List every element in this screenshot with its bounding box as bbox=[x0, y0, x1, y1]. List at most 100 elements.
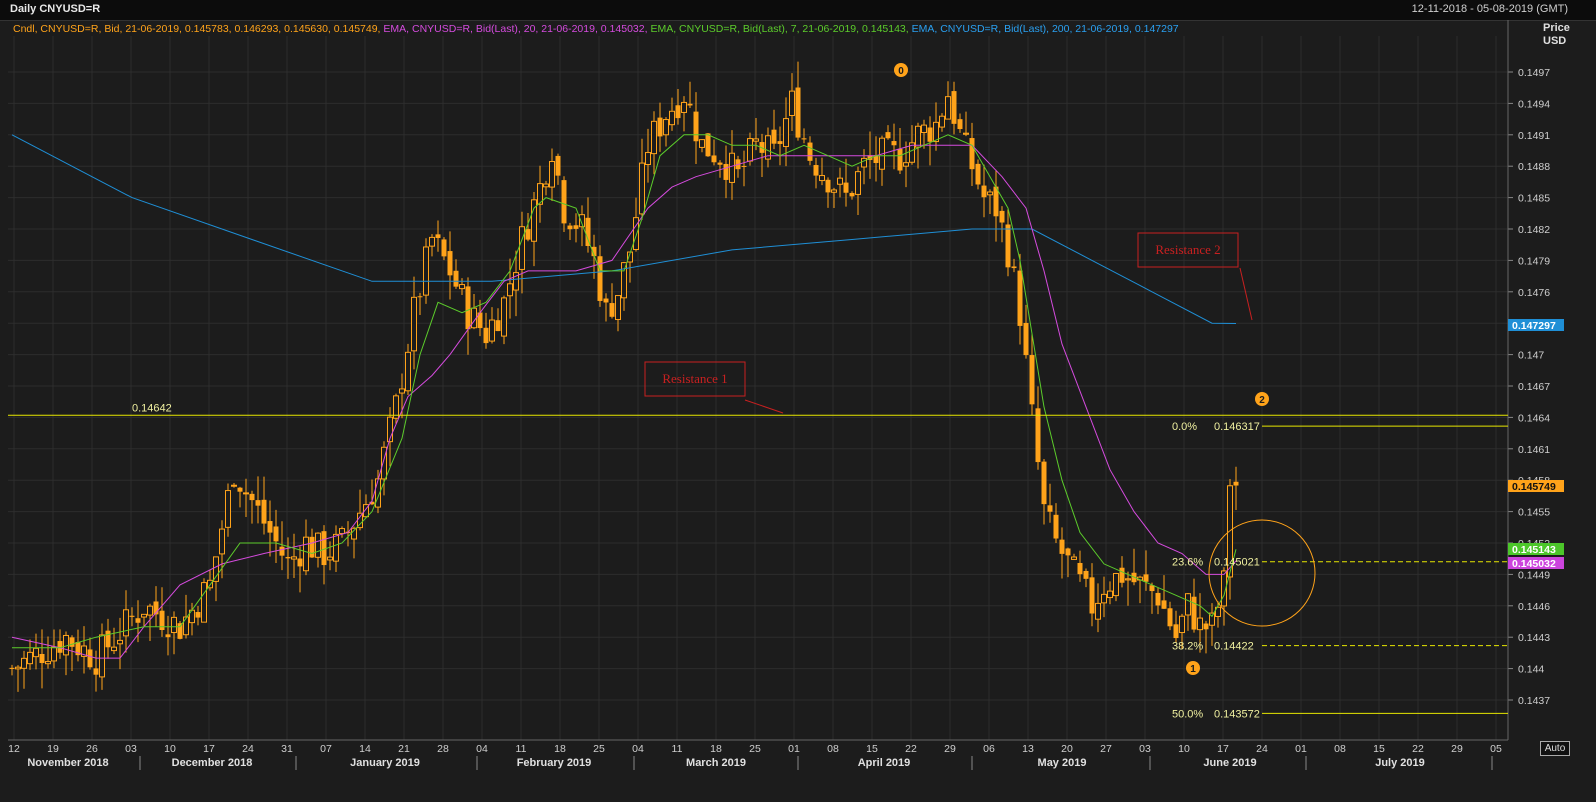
candle-body-down bbox=[1203, 623, 1209, 630]
candle-body-down bbox=[93, 668, 99, 675]
candle-body-down bbox=[369, 501, 375, 505]
candle-body-down bbox=[57, 641, 63, 653]
candle-body-down bbox=[807, 142, 813, 161]
x-tick-label: 04 bbox=[632, 743, 644, 755]
candle-body-down bbox=[255, 500, 261, 506]
candle-body-down bbox=[267, 521, 273, 533]
candle-body-up bbox=[663, 119, 669, 136]
wave-marker-label: 0 bbox=[898, 66, 904, 77]
fib-level-percent: 38.2% bbox=[1172, 641, 1203, 653]
candle-body-down bbox=[1143, 574, 1149, 582]
candle-body-up bbox=[327, 556, 333, 561]
x-tick-label: 13 bbox=[1022, 743, 1034, 755]
fib-levels: 0.14642 0.0% 0.146317 23.6% 0.145021 38.2% 0.1… bbox=[8, 402, 1508, 720]
candle-body-up bbox=[303, 536, 309, 572]
candle-body-up bbox=[537, 183, 543, 205]
candle-body-up bbox=[423, 246, 429, 296]
y-tick-label: 0.1488 bbox=[1518, 161, 1550, 173]
x-tick-label: 15 bbox=[1373, 743, 1385, 755]
month-label: May 2019 bbox=[1038, 757, 1087, 769]
price-tag bbox=[1508, 319, 1564, 331]
x-tick-label: 18 bbox=[554, 743, 566, 755]
x-tick-label: 06 bbox=[983, 743, 995, 755]
candle-body-down bbox=[1065, 548, 1071, 556]
candle-body-up bbox=[231, 484, 237, 487]
candle-body-up bbox=[939, 115, 945, 128]
x-tick-label: 11 bbox=[672, 743, 683, 755]
candle-body-down bbox=[159, 610, 165, 631]
price-tag-label: 0.145749 bbox=[1512, 481, 1556, 493]
month-label: January 2019 bbox=[350, 757, 420, 769]
y-tick-label: 0.1455 bbox=[1518, 507, 1550, 519]
x-tick-label: 22 bbox=[1412, 743, 1424, 755]
candle-body-down bbox=[981, 185, 987, 198]
candle-body-down bbox=[873, 155, 879, 164]
fib-level-price: 0.145021 bbox=[1214, 557, 1260, 569]
candle-body-up bbox=[513, 272, 519, 291]
month-label: June 2019 bbox=[1203, 757, 1256, 769]
candle-body-down bbox=[465, 286, 471, 330]
candle-body-up bbox=[99, 634, 105, 678]
candle-body-up bbox=[1215, 606, 1221, 617]
candle-body-down bbox=[1017, 270, 1023, 326]
candle-body-down bbox=[705, 133, 711, 157]
candle-body-down bbox=[249, 493, 255, 501]
candle-body-up bbox=[921, 124, 927, 134]
candle-body-up bbox=[363, 504, 369, 518]
candle-body-up bbox=[639, 162, 645, 215]
chart-title: Daily CNYUSD=R bbox=[10, 3, 101, 15]
x-tick-label: 03 bbox=[1139, 743, 1151, 755]
candle-body-down bbox=[105, 630, 111, 648]
candle-body-up bbox=[1221, 570, 1227, 607]
ema20-line bbox=[11, 144, 1237, 659]
candle-body-down bbox=[39, 653, 45, 664]
candle-body-up bbox=[141, 613, 147, 618]
x-tick-label: 17 bbox=[1217, 743, 1229, 755]
y-tick-label: 0.1485 bbox=[1518, 193, 1550, 205]
fib-level-price: 0.146317 bbox=[1214, 421, 1260, 433]
candle-body-down bbox=[1155, 592, 1161, 606]
x-tick-label: 24 bbox=[242, 743, 254, 755]
candle-body-up bbox=[753, 138, 759, 142]
candle-body-down bbox=[795, 87, 801, 138]
month-label: July 2019 bbox=[1375, 757, 1425, 769]
candle-body-up bbox=[669, 110, 675, 126]
chart-header: Daily CNYUSD=R 12-11-2018 - 05-08-2019 (… bbox=[0, 0, 1596, 21]
y-tick-label: 0.147 bbox=[1518, 350, 1544, 362]
candle-body-up bbox=[783, 118, 789, 148]
x-tick-label: 03 bbox=[125, 743, 137, 755]
candle-body-down bbox=[177, 623, 183, 639]
x-tick-label: 10 bbox=[1178, 743, 1190, 755]
candle-body-down bbox=[993, 186, 999, 217]
candle-body-down bbox=[957, 119, 963, 130]
resistance-1-label: Resistance 1 bbox=[662, 371, 727, 386]
x-tick-label: 24 bbox=[1256, 743, 1268, 755]
candle-body-down bbox=[309, 536, 315, 558]
candle-body-down bbox=[723, 163, 729, 180]
auto-scale-button[interactable]: Auto bbox=[1540, 741, 1570, 756]
candle-body-down bbox=[417, 296, 423, 298]
candle-body-up bbox=[381, 446, 387, 480]
candle-body-up bbox=[111, 646, 117, 652]
x-tick-label: 07 bbox=[320, 743, 332, 755]
x-tick-label: 29 bbox=[944, 743, 956, 755]
candle-body-up bbox=[837, 177, 843, 185]
candle-body-up bbox=[1095, 602, 1101, 620]
month-label: December 2018 bbox=[172, 757, 253, 769]
candle-body-down bbox=[597, 256, 603, 301]
candle-body-up bbox=[933, 121, 939, 143]
candle-body-up bbox=[405, 351, 411, 392]
y-tick-label: 0.144 bbox=[1518, 664, 1544, 676]
wave-marker-label: 2 bbox=[1259, 395, 1265, 406]
candle-body-down bbox=[1119, 567, 1125, 583]
x-tick-label: 27 bbox=[1100, 743, 1112, 755]
candle-body-down bbox=[849, 192, 855, 197]
candle-body-up bbox=[333, 533, 339, 562]
candle-body-up bbox=[651, 120, 657, 155]
candle-body-up bbox=[225, 490, 231, 528]
candle-body-up bbox=[945, 96, 951, 120]
candle-body-down bbox=[927, 127, 933, 142]
candle-body-down bbox=[711, 155, 717, 163]
candle-body-up bbox=[123, 609, 129, 637]
